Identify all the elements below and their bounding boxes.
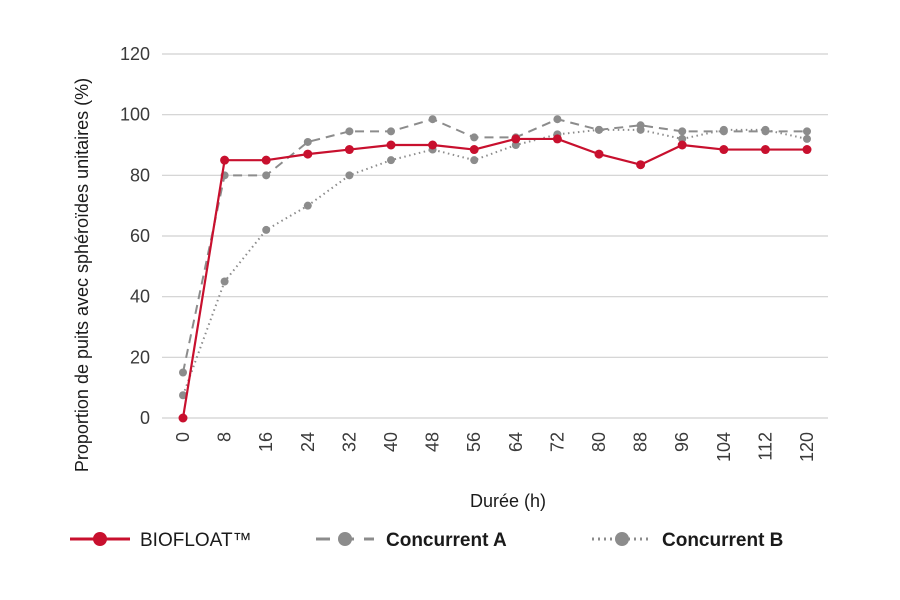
data-point (636, 121, 645, 130)
data-point (303, 137, 312, 146)
data-point (719, 127, 728, 136)
data-point (428, 140, 438, 150)
data-point (760, 145, 770, 155)
legend-label: BIOFLOAT™ (140, 530, 252, 551)
x-tick-label: 16 (256, 432, 276, 452)
x-tick-label: 64 (506, 432, 526, 452)
series-line (182, 128, 808, 396)
data-point (178, 413, 188, 423)
data-point (469, 145, 479, 155)
data-point (553, 115, 562, 124)
legend-item: Concurrent A (316, 530, 507, 551)
series-concurrent-a (179, 115, 811, 377)
x-tick-label: 112 (755, 432, 775, 461)
data-point (428, 115, 437, 124)
data-point (678, 134, 687, 143)
data-point (345, 127, 354, 136)
data-point (262, 225, 271, 234)
data-point (761, 127, 770, 136)
x-tick-label: 32 (339, 432, 359, 452)
legend-item: Concurrent B (592, 530, 783, 551)
data-point (678, 127, 687, 136)
x-tick-label: 0 (173, 432, 193, 442)
x-tick-label: 120 (797, 432, 817, 462)
y-tick-label: 80 (130, 165, 150, 185)
y-axis-title: Proportion de puits avec sphéroïdes unit… (72, 78, 92, 472)
legend-marker (93, 532, 107, 546)
data-point (179, 368, 187, 377)
data-point (262, 171, 271, 180)
x-tick-label: 88 (631, 432, 651, 452)
data-point (470, 133, 479, 142)
legend-marker (338, 532, 352, 546)
data-point (595, 125, 603, 134)
y-tick-label: 20 (130, 347, 150, 367)
data-point (387, 156, 395, 165)
legend-label: Concurrent A (386, 530, 507, 551)
data-point (303, 149, 313, 159)
y-tick-label: 120 (120, 44, 150, 64)
y-tick-label: 0 (140, 408, 150, 428)
data-point (594, 149, 604, 159)
x-tick-label: 96 (672, 432, 692, 452)
series-concurrent-b (179, 125, 811, 400)
x-axis-ticks: 0 8 16 24 32 40 48 56 64 72 80 88 96 104 112 120 (173, 432, 817, 462)
data-point (803, 134, 811, 143)
data-point (220, 155, 230, 165)
x-tick-label: 48 (423, 432, 443, 452)
data-point (803, 127, 811, 136)
y-tick-label: 60 (130, 226, 150, 246)
y-tick-label: 100 (120, 105, 150, 125)
data-point (179, 391, 187, 400)
series-line (182, 118, 807, 373)
series-biofloat (178, 134, 812, 423)
data-point (387, 127, 395, 136)
data-point (470, 156, 479, 165)
data-point (719, 145, 729, 155)
x-tick-label: 80 (589, 432, 609, 452)
data-point (386, 140, 396, 150)
data-point (552, 134, 562, 144)
x-tick-label: 56 (464, 432, 484, 452)
data-point (344, 145, 354, 155)
data-point (636, 160, 646, 170)
series-lines (178, 115, 812, 423)
legend-marker (615, 532, 629, 546)
data-point (802, 145, 812, 155)
gridlines (162, 53, 828, 419)
legend-label: Concurrent B (662, 530, 783, 551)
data-point (511, 141, 520, 149)
data-point (677, 140, 687, 150)
y-axis-ticks: 0 20 40 60 80 100 120 (120, 44, 150, 428)
legend: BIOFLOAT™ Concurrent A Concurrent B (70, 530, 783, 551)
data-point (345, 171, 354, 180)
x-tick-label: 40 (381, 432, 401, 452)
y-tick-label: 40 (130, 287, 150, 307)
x-tick-label: 72 (547, 432, 567, 452)
data-point (511, 134, 521, 144)
legend-item: BIOFLOAT™ (70, 530, 252, 551)
data-point (220, 277, 229, 286)
series-line (181, 137, 807, 419)
data-point (261, 155, 271, 165)
x-tick-label: 104 (714, 432, 734, 462)
x-tick-label: 8 (215, 432, 235, 442)
x-tick-label: 24 (298, 432, 318, 452)
x-axis-title: Durée (h) (470, 491, 546, 511)
data-point (303, 201, 312, 210)
